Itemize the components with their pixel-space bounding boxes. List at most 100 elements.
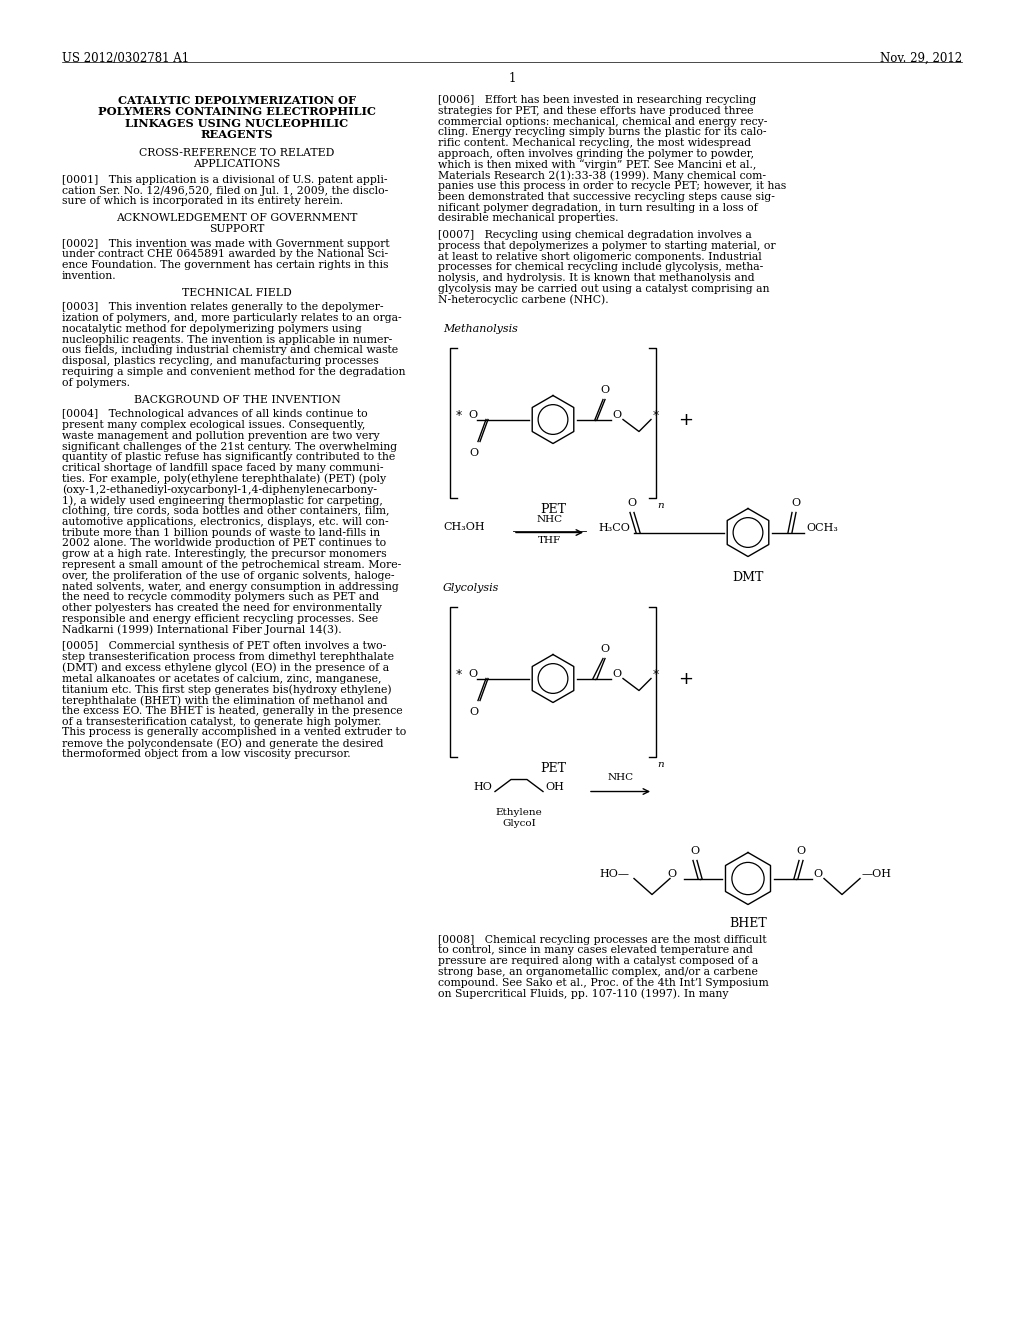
Text: of a transesterification catalyst, to generate high polymer.: of a transesterification catalyst, to ge…	[62, 717, 381, 727]
Text: Methanolysis: Methanolysis	[443, 323, 518, 334]
Text: compound. See Sako et al., Proc. of the 4th Int’l Symposium: compound. See Sako et al., Proc. of the …	[438, 978, 769, 987]
Text: O: O	[628, 498, 637, 507]
Text: THF: THF	[538, 536, 561, 545]
Text: represent a small amount of the petrochemical stream. More-: represent a small amount of the petroche…	[62, 560, 401, 570]
Text: POLYMERS CONTAINING ELECTROPHILIC: POLYMERS CONTAINING ELECTROPHILIC	[98, 107, 376, 117]
Text: DMT: DMT	[732, 570, 764, 583]
Text: REAGENTS: REAGENTS	[201, 129, 273, 140]
Text: O: O	[600, 384, 609, 395]
Text: O: O	[612, 668, 622, 678]
Text: O: O	[469, 706, 478, 717]
Text: which is then mixed with “virgin” PET. See Mancini et al.,: which is then mixed with “virgin” PET. S…	[438, 160, 757, 170]
Text: step transesterification process from dimethyl terephthalate: step transesterification process from di…	[62, 652, 394, 663]
Text: nocatalytic method for depolymerizing polymers using: nocatalytic method for depolymerizing po…	[62, 323, 361, 334]
Text: critical shortage of landfill space faced by many communi-: critical shortage of landfill space face…	[62, 463, 384, 473]
Text: of polymers.: of polymers.	[62, 378, 130, 388]
Text: nificant polymer degradation, in turn resulting in a loss of: nificant polymer degradation, in turn re…	[438, 203, 758, 213]
Text: Materials Research 2(1):33-38 (1999). Many chemical com-: Materials Research 2(1):33-38 (1999). Ma…	[438, 170, 766, 181]
Text: SUPPORT: SUPPORT	[209, 224, 264, 234]
Text: n: n	[657, 500, 664, 510]
Text: pressure are required along with a catalyst composed of a: pressure are required along with a catal…	[438, 956, 758, 966]
Text: NHC: NHC	[607, 772, 634, 781]
Text: CATALYTIC DEPOLYMERIZATION OF: CATALYTIC DEPOLYMERIZATION OF	[118, 95, 356, 106]
Text: ACKNOWLEDGEMENT OF GOVERNMENT: ACKNOWLEDGEMENT OF GOVERNMENT	[117, 213, 357, 223]
Text: cation Ser. No. 12/496,520, filed on Jul. 1, 2009, the disclo-: cation Ser. No. 12/496,520, filed on Jul…	[62, 186, 388, 195]
Text: glycolysis may be carried out using a catalyst comprising an: glycolysis may be carried out using a ca…	[438, 284, 769, 294]
Text: clothing, tire cords, soda bottles and other containers, film,: clothing, tire cords, soda bottles and o…	[62, 506, 389, 516]
Text: *: *	[653, 409, 659, 422]
Text: ous fields, including industrial chemistry and chemical waste: ous fields, including industrial chemist…	[62, 346, 398, 355]
Text: PET: PET	[540, 762, 566, 775]
Text: cling. Energy recycling simply burns the plastic for its calo-: cling. Energy recycling simply burns the…	[438, 127, 767, 137]
Text: N-heterocyclic carbene (NHC).: N-heterocyclic carbene (NHC).	[438, 294, 608, 305]
Text: grow at a high rate. Interestingly, the precursor monomers: grow at a high rate. Interestingly, the …	[62, 549, 387, 560]
Text: OH: OH	[545, 781, 564, 792]
Text: sure of which is incorporated in its entirety herein.: sure of which is incorporated in its ent…	[62, 197, 343, 206]
Text: the excess EO. The BHET is heated, generally in the presence: the excess EO. The BHET is heated, gener…	[62, 706, 402, 715]
Text: 1), a widely used engineering thermoplastic for carpeting,: 1), a widely used engineering thermoplas…	[62, 495, 383, 506]
Text: been demonstrated that successive recycling steps cause sig-: been demonstrated that successive recycl…	[438, 191, 775, 202]
Text: panies use this process in order to recycle PET; however, it has: panies use this process in order to recy…	[438, 181, 786, 191]
Text: LINKAGES USING NUCLEOPHILIC: LINKAGES USING NUCLEOPHILIC	[125, 117, 348, 128]
Text: [0008]   Chemical recycling processes are the most difficult: [0008] Chemical recycling processes are …	[438, 935, 767, 945]
Text: significant challenges of the 21st century. The overwhelming: significant challenges of the 21st centu…	[62, 442, 397, 451]
Text: (oxy-1,2-ethanediyl-oxycarbonyl-1,4-diphenylenecarbony-: (oxy-1,2-ethanediyl-oxycarbonyl-1,4-diph…	[62, 484, 377, 495]
Text: Nadkarni (1999) International Fiber Journal 14(3).: Nadkarni (1999) International Fiber Jour…	[62, 624, 342, 635]
Text: H₃CO: H₃CO	[598, 523, 630, 532]
Text: [0003]   This invention relates generally to the depolymer-: [0003] This invention relates generally …	[62, 302, 384, 313]
Text: [0004]   Technological advances of all kinds continue to: [0004] Technological advances of all kin…	[62, 409, 368, 420]
Text: under contract CHE 0645891 awarded by the National Sci-: under contract CHE 0645891 awarded by th…	[62, 249, 388, 259]
Text: O: O	[792, 498, 801, 507]
Text: nucleophilic reagents. The invention is applicable in numer-: nucleophilic reagents. The invention is …	[62, 335, 392, 345]
Text: approach, often involves grinding the polymer to powder,: approach, often involves grinding the po…	[438, 149, 754, 158]
Text: rific content. Mechanical recycling, the most widespread: rific content. Mechanical recycling, the…	[438, 139, 752, 148]
Text: O: O	[612, 409, 622, 420]
Text: BHET: BHET	[729, 916, 767, 929]
Text: 2002 alone. The worldwide production of PET continues to: 2002 alone. The worldwide production of …	[62, 539, 386, 549]
Text: responsible and energy efficient recycling processes. See: responsible and energy efficient recycli…	[62, 614, 378, 624]
Text: present many complex ecological issues. Consequently,: present many complex ecological issues. …	[62, 420, 366, 430]
Text: [0007]   Recycling using chemical degradation involves a: [0007] Recycling using chemical degradat…	[438, 230, 752, 240]
Text: CROSS-REFERENCE TO RELATED: CROSS-REFERENCE TO RELATED	[139, 148, 335, 158]
Text: nolysis, and hydrolysis. It is known that methanolysis and: nolysis, and hydrolysis. It is known tha…	[438, 273, 755, 284]
Text: O: O	[468, 668, 477, 678]
Text: strong base, an organometallic complex, and/or a carbene: strong base, an organometallic complex, …	[438, 966, 758, 977]
Text: O: O	[468, 409, 477, 420]
Text: O: O	[797, 846, 806, 855]
Text: O: O	[600, 644, 609, 653]
Text: Glycolysis: Glycolysis	[443, 582, 500, 593]
Text: the need to recycle commodity polymers such as PET and: the need to recycle commodity polymers s…	[62, 593, 379, 602]
Text: [0006]   Effort has been invested in researching recycling: [0006] Effort has been invested in resea…	[438, 95, 757, 106]
Text: ties. For example, poly(ethylene terephthalate) (PET) (poly: ties. For example, poly(ethylene terepht…	[62, 474, 386, 484]
Text: —OH: —OH	[862, 869, 892, 879]
Text: O: O	[469, 447, 478, 458]
Text: ence Foundation. The government has certain rights in this: ence Foundation. The government has cert…	[62, 260, 388, 271]
Text: HO—: HO—	[599, 869, 629, 879]
Text: *: *	[653, 668, 659, 681]
Text: Nov. 29, 2012: Nov. 29, 2012	[880, 51, 962, 65]
Text: *: *	[456, 409, 462, 422]
Text: O: O	[690, 846, 699, 855]
Text: on Supercritical Fluids, pp. 107-110 (1997). In many: on Supercritical Fluids, pp. 107-110 (19…	[438, 989, 728, 999]
Text: +: +	[678, 411, 693, 429]
Text: [0001]   This application is a divisional of U.S. patent appli-: [0001] This application is a divisional …	[62, 174, 387, 185]
Text: *: *	[456, 668, 462, 681]
Text: APPLICATIONS: APPLICATIONS	[194, 158, 281, 169]
Text: strategies for PET, and these efforts have produced three: strategies for PET, and these efforts ha…	[438, 106, 754, 116]
Text: at least to relative short oligomeric components. Industrial: at least to relative short oligomeric co…	[438, 252, 762, 261]
Text: US 2012/0302781 A1: US 2012/0302781 A1	[62, 51, 189, 65]
Text: This process is generally accomplished in a vented extruder to: This process is generally accomplished i…	[62, 727, 407, 738]
Text: remove the polycondensate (EO) and generate the desired: remove the polycondensate (EO) and gener…	[62, 738, 384, 748]
Text: ization of polymers, and, more particularly relates to an orga-: ization of polymers, and, more particula…	[62, 313, 401, 323]
Text: n: n	[657, 759, 664, 768]
Text: over, the proliferation of the use of organic solvents, haloge-: over, the proliferation of the use of or…	[62, 570, 394, 581]
Text: OCH₃: OCH₃	[806, 523, 838, 532]
Text: [0002]   This invention was made with Government support: [0002] This invention was made with Gove…	[62, 239, 389, 248]
Text: BACKGROUND OF THE INVENTION: BACKGROUND OF THE INVENTION	[133, 395, 340, 404]
Text: waste management and pollution prevention are two very: waste management and pollution preventio…	[62, 430, 380, 441]
Text: Ethylene
GlycoI: Ethylene GlycoI	[496, 808, 543, 828]
Text: PET: PET	[540, 503, 566, 516]
Text: invention.: invention.	[62, 271, 117, 281]
Text: [0005]   Commercial synthesis of PET often involves a two-: [0005] Commercial synthesis of PET often…	[62, 642, 386, 651]
Text: desirable mechanical properties.: desirable mechanical properties.	[438, 214, 618, 223]
